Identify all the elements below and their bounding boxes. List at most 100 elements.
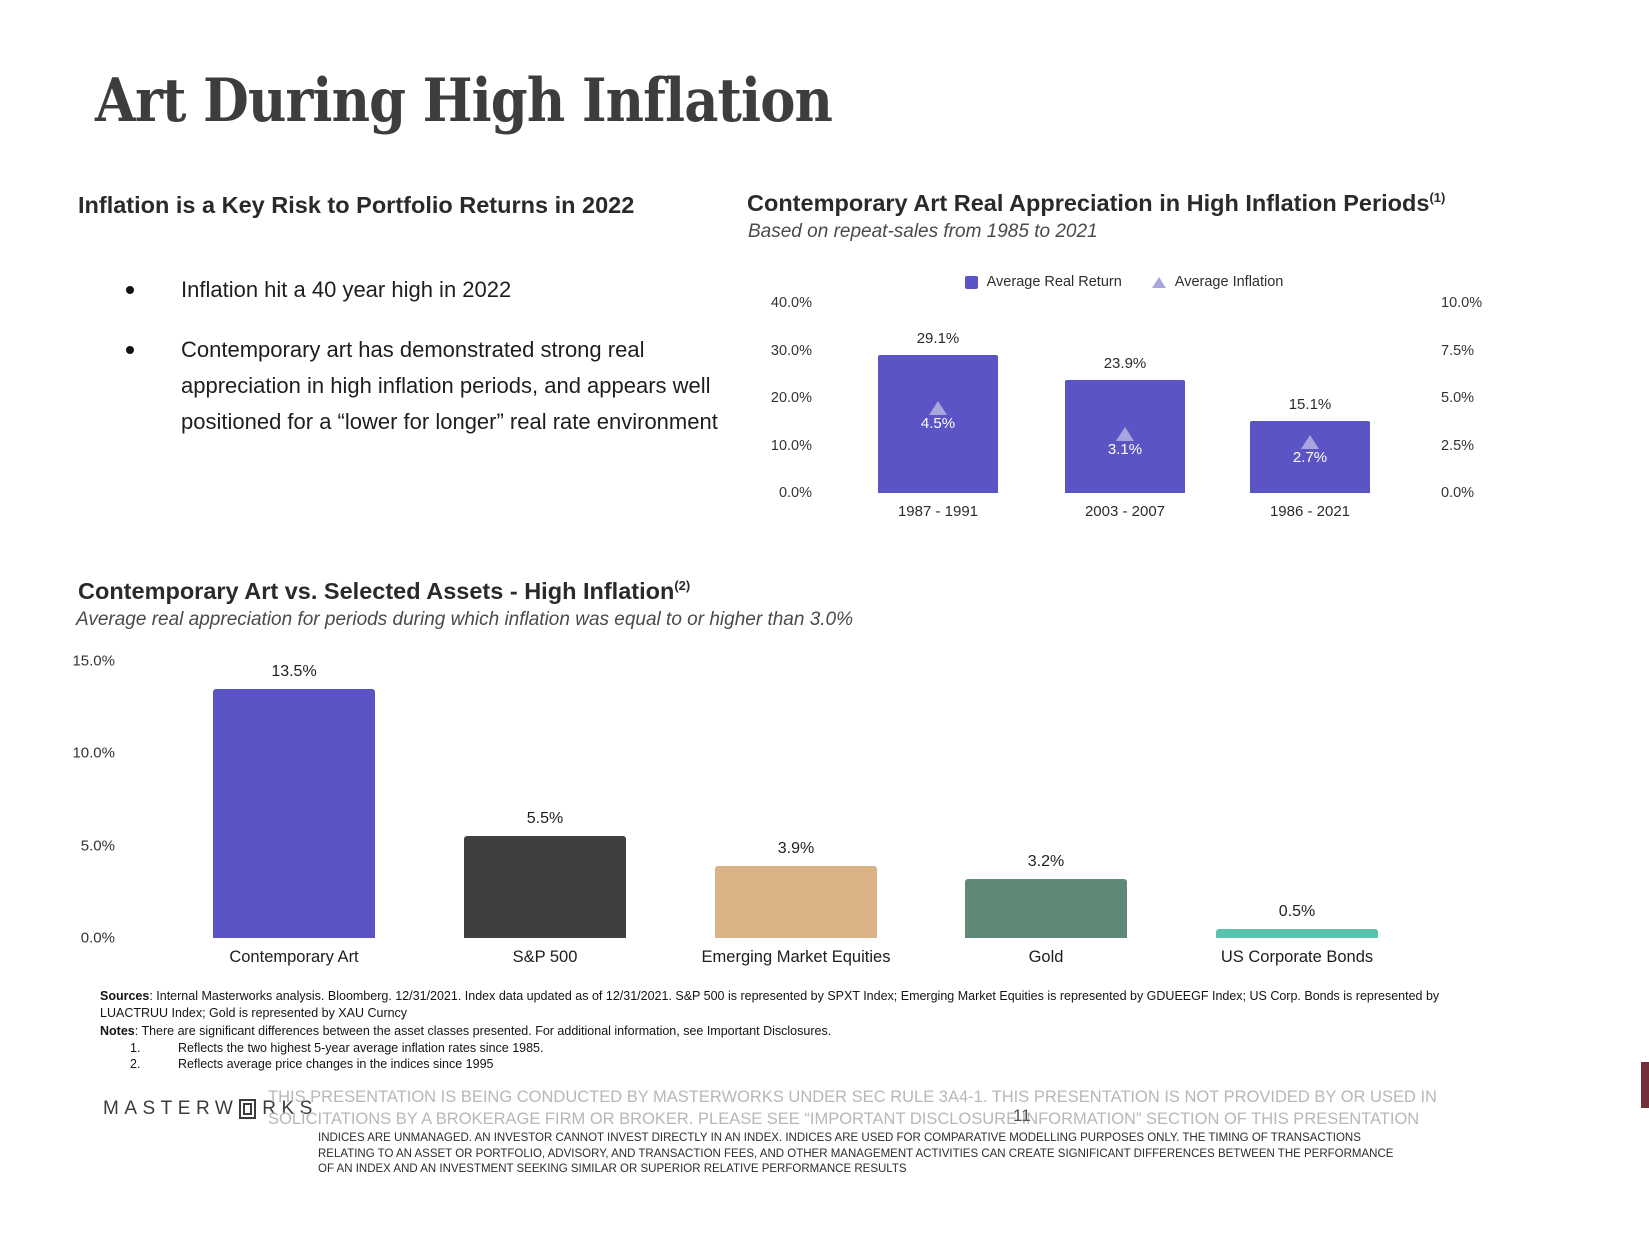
x-axis-label: 1986 - 2021 bbox=[1269, 503, 1351, 520]
footnote-item: 1. Reflects the two highest 5-year averag… bbox=[100, 1040, 1468, 1057]
chart1-plot: 29.1% 4.5% 1987 - 1991 23.9% 3.1% 2003 - 2007… bbox=[820, 303, 1425, 520]
right-axis-tick-label: 7.5% bbox=[1441, 342, 1475, 359]
bullet-item: Contemporary art has demonstrated strong… bbox=[120, 332, 720, 440]
bar bbox=[464, 836, 626, 938]
right-axis-tick-label: 5.0% bbox=[1441, 390, 1475, 406]
chart2-title: Contemporary Art vs. Selected Assets - H… bbox=[78, 578, 690, 605]
bar-value-label: 3.9% bbox=[777, 840, 815, 857]
bullet-text: Inflation hit a 40 year high in 2022 bbox=[181, 277, 512, 302]
footnote-list: 1. Reflects the two highest 5-year averag… bbox=[100, 1040, 1468, 1073]
footnote-number: 2. bbox=[130, 1057, 141, 1071]
bar-value-label: 3.2% bbox=[1027, 852, 1065, 870]
notes-label: Notes bbox=[100, 1024, 135, 1038]
masterworks-logo: MASTERWORKS bbox=[103, 1098, 318, 1120]
legend-item: Average Inflation bbox=[1151, 274, 1283, 290]
right-axis-tick-label: 0.0% bbox=[1441, 485, 1475, 501]
y-axis-tick-label: 10.0% bbox=[72, 744, 115, 762]
bar-group: 3.2% Gold bbox=[916, 661, 1176, 966]
bullet-text: Contemporary art has demonstrated strong… bbox=[181, 337, 718, 434]
logo-part2: RKS bbox=[262, 1098, 318, 1119]
bar bbox=[1250, 421, 1370, 493]
chart2-title-superscript: (2) bbox=[674, 578, 691, 594]
chart1-subtitle: Based on repeat-sales from 1985 to 2021 bbox=[748, 221, 1098, 242]
chart1-right-axis: 10.0% 7.5% 5.0% 2.5% 0.0% bbox=[1441, 295, 1501, 501]
inflation-value-label: 3.1% bbox=[1107, 441, 1143, 459]
bullet-icon bbox=[126, 346, 134, 354]
logo-part1: MASTERW bbox=[103, 1098, 239, 1119]
bar bbox=[965, 878, 1127, 938]
left-axis-tick-label: 10.0% bbox=[770, 437, 812, 454]
intro-heading: Inflation is a Key Risk to Portfolio Ret… bbox=[78, 192, 635, 218]
inflation-triangle-icon bbox=[1301, 434, 1319, 449]
legend-label: Average Real Return bbox=[986, 274, 1122, 290]
inflation-value-label: 4.5% bbox=[920, 414, 956, 432]
notes-line: Notes: There are significant differences… bbox=[100, 1023, 1468, 1040]
sources-line: Sources: Internal Masterworks analysis. … bbox=[100, 988, 1468, 1021]
legend-square-icon bbox=[964, 275, 978, 289]
chart1-title-superscript: (1) bbox=[1429, 190, 1446, 206]
left-axis-tick-label: 30.0% bbox=[770, 342, 812, 359]
x-axis-label: S&P 500 bbox=[512, 948, 578, 966]
sources-notes-block: Sources: Internal Masterworks analysis. … bbox=[100, 988, 1468, 1073]
bar-group: 0.5% US Corporate Bonds bbox=[1167, 661, 1427, 966]
chart1-high-inflation-periods: Average Real Return Average Inflation 40.… bbox=[768, 268, 1482, 520]
bar bbox=[213, 688, 375, 938]
chart1-title: Contemporary Art Real Appreciation in Hi… bbox=[747, 190, 1445, 217]
bar-value-label: 23.9% bbox=[1103, 354, 1147, 372]
x-axis-label: Contemporary Art bbox=[229, 948, 359, 966]
legend-triangle-icon bbox=[1151, 276, 1166, 288]
bar-value-label: 15.1% bbox=[1288, 396, 1332, 414]
bar bbox=[878, 354, 998, 493]
left-axis-tick-label: 20.0% bbox=[770, 390, 812, 406]
bar-value-label: 13.5% bbox=[271, 662, 317, 680]
footnote-number: 1. bbox=[130, 1040, 141, 1055]
bar-group: 29.1% 4.5% 1987 - 1991 bbox=[838, 303, 1038, 520]
bar-value-label: 29.1% bbox=[916, 329, 960, 347]
x-axis-label: 2003 - 2007 bbox=[1084, 503, 1166, 520]
legend-item: Average Real Return bbox=[964, 274, 1122, 290]
footnote-text: Reflects the two highest 5-year average … bbox=[178, 1040, 544, 1055]
x-axis-label: 1987 - 1991 bbox=[897, 503, 979, 520]
chart1-left-axis: 40.0% 30.0% 20.0% 10.0% 0.0% bbox=[764, 295, 812, 501]
x-axis-label: US Corporate Bonds bbox=[1220, 948, 1374, 966]
bar-group: 15.1% 2.7% 1986 - 2021 bbox=[1210, 303, 1410, 520]
chart2-y-axis: 15.0% 10.0% 5.0% 0.0% bbox=[70, 653, 115, 947]
sources-label: Sources bbox=[100, 989, 150, 1003]
bar bbox=[1216, 928, 1378, 938]
logo-frame-o-icon: O bbox=[239, 1099, 257, 1119]
bar-value-label: 0.5% bbox=[1278, 902, 1316, 920]
x-axis-label: Emerging Market Equities bbox=[701, 948, 891, 966]
right-axis-tick-label: 10.0% bbox=[1441, 295, 1483, 311]
chart2-plot: 13.5% Contemporary Art 5.5% S&P 500 3.9% Emer… bbox=[135, 661, 1485, 966]
sources-text: : Internal Masterworks analysis. Bloombe… bbox=[100, 989, 1440, 1020]
bar bbox=[715, 866, 877, 938]
bar-value-label: 5.5% bbox=[526, 810, 564, 828]
footnote-text: Reflects average price changes in the in… bbox=[178, 1057, 494, 1071]
footnote-item: 2. Reflects average price changes in the … bbox=[100, 1056, 1468, 1073]
chart2-subtitle: Average real appreciation for periods du… bbox=[76, 609, 854, 630]
chart1-title-text: Contemporary Art Real Appreciation in Hi… bbox=[747, 190, 1430, 216]
bullet-list: Inflation hit a 40 year high in 2022 Cont… bbox=[120, 272, 720, 464]
page-number: 11 bbox=[1013, 1106, 1031, 1125]
indices-disclaimer: INDICES ARE UNMANAGED. AN INVESTOR CANNO… bbox=[318, 1132, 1394, 1175]
bullet-icon bbox=[126, 286, 134, 294]
chart1-legend: Average Real Return Average Inflation bbox=[768, 274, 1480, 290]
x-axis-label: Gold bbox=[1028, 948, 1064, 966]
notes-text: : There are significant differences betw… bbox=[134, 1024, 832, 1038]
bar-group: 3.9% Emerging Market Equities bbox=[666, 661, 926, 966]
y-axis-tick-label: 15.0% bbox=[72, 652, 115, 670]
inflation-triangle-icon bbox=[929, 400, 947, 415]
disclaimer-text: THIS PRESENTATION IS BEING CONDUCTED BY … bbox=[268, 1088, 1437, 1128]
chart2-title-text: Contemporary Art vs. Selected Assets - H… bbox=[78, 578, 675, 604]
left-axis-tick-label: 0.0% bbox=[778, 485, 812, 501]
inflation-value-label: 2.7% bbox=[1292, 448, 1328, 466]
left-axis-tick-label: 40.0% bbox=[770, 295, 812, 311]
chart2-assets-comparison: 15.0% 10.0% 5.0% 0.0% 13.5% Contemporary Art… bbox=[70, 645, 1490, 975]
scrollbar-thumb[interactable] bbox=[1641, 1062, 1649, 1108]
bullet-item: Inflation hit a 40 year high in 2022 bbox=[120, 272, 720, 308]
bar-group: 13.5% Contemporary Art bbox=[164, 661, 424, 966]
bar-group: 5.5% S&P 500 bbox=[415, 661, 675, 966]
slide-title: Art During High Inflation bbox=[95, 66, 833, 136]
bar-group: 23.9% 3.1% 2003 - 2007 bbox=[1025, 303, 1225, 520]
inflation-triangle-icon bbox=[1116, 427, 1134, 442]
